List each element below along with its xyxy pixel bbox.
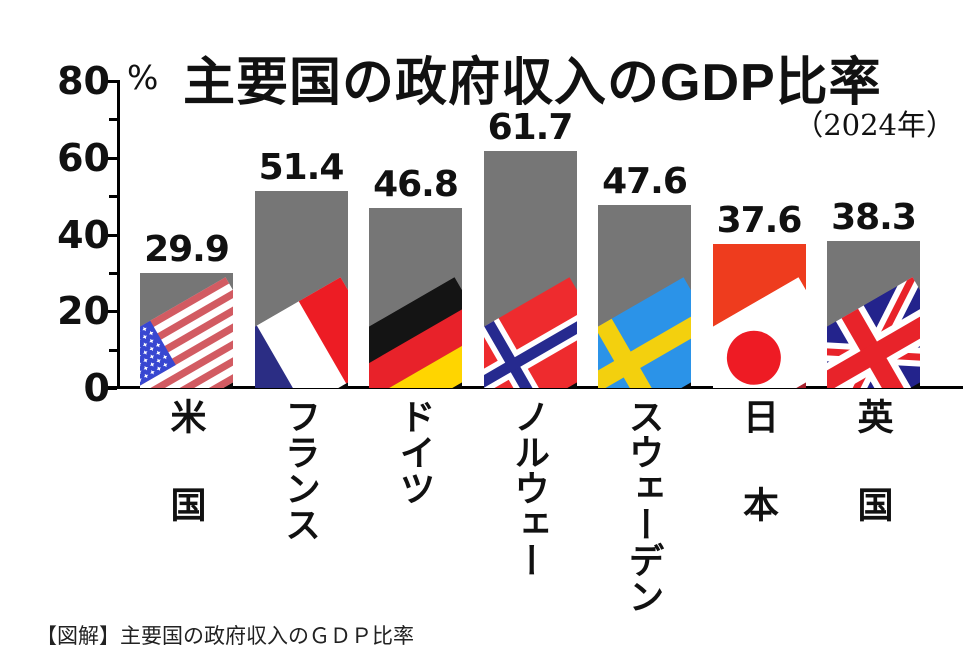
y-axis-tick — [104, 387, 117, 390]
y-axis-tick — [104, 80, 117, 83]
y-axis-tick-label: 0 — [83, 366, 110, 410]
y-axis-tick — [109, 118, 117, 122]
de-flag-icon — [369, 277, 462, 388]
y-axis-tick — [104, 156, 117, 160]
country-label-no: ノルウェー — [509, 398, 550, 578]
y-axis-tick-label: 40 — [57, 212, 110, 257]
us-flag-icon — [140, 277, 233, 388]
se-flag-icon — [598, 277, 691, 388]
y-axis-unit-label: % — [127, 58, 159, 97]
no-flag-icon — [483, 277, 577, 388]
bar-jp — [712, 243, 806, 388]
bar-value-label: 29.9 — [144, 229, 230, 271]
country-label-uk: 英国 — [852, 398, 894, 574]
y-axis-tick — [109, 271, 117, 275]
bar-value-label: 46.8 — [373, 164, 459, 206]
y-axis-tick-label: 80 — [57, 59, 110, 103]
figure-caption: 【図解】主要国の政府収入のＧＤＰ比率 — [36, 625, 414, 648]
chart-title: 主要国の政府収入のGDP比率 — [183, 54, 882, 112]
bar-value-label: 38.3 — [831, 197, 917, 239]
country-label-jp: 日本 — [738, 398, 779, 574]
country-label-se: スウェーデン — [623, 398, 665, 614]
bar-value-label: 61.7 — [487, 107, 574, 149]
y-axis-tick — [109, 195, 117, 199]
country-label-fr: フランス — [280, 398, 321, 542]
y-axis-tick — [109, 348, 117, 352]
bar-se — [598, 205, 691, 388]
bar-uk — [827, 241, 920, 388]
bar-value-label: 47.6 — [602, 161, 688, 203]
bar-no — [483, 151, 577, 388]
uk-flag-icon — [827, 277, 920, 388]
y-axis-tick — [104, 310, 117, 314]
y-axis-line — [117, 80, 120, 389]
jp-flag-icon — [712, 277, 806, 388]
bar-us — [140, 273, 233, 388]
y-axis-tick — [104, 233, 117, 237]
country-label-us: 米国 — [165, 398, 207, 574]
y-axis-tick-label: 20 — [57, 289, 110, 334]
bar-value-label: 51.4 — [258, 146, 345, 188]
bar-de — [369, 208, 462, 388]
y-axis-tick-label: 60 — [57, 135, 110, 180]
bar-value-label: 37.6 — [716, 199, 803, 241]
chart-year-label: （2024年） — [794, 108, 955, 142]
country-label-de: ドイツ — [394, 398, 436, 506]
fr-flag-icon — [254, 277, 348, 388]
bar-fr — [254, 190, 348, 388]
